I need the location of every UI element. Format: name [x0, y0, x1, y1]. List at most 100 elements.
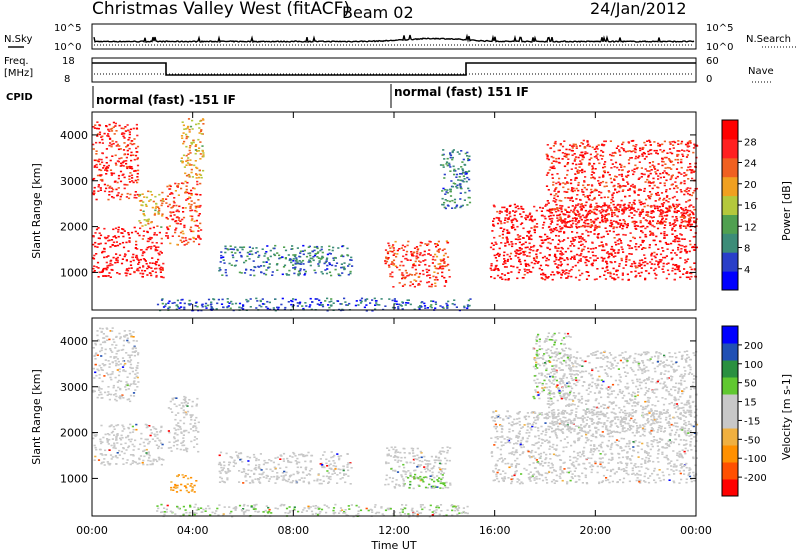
scatter-cell-1-3 [170, 489, 173, 491]
scatter-cell-0-4 [188, 176, 191, 178]
scatter-cell-1-5 [425, 476, 428, 479]
scatter-cell-0-9 [683, 150, 686, 152]
scatter-cell-0-9 [603, 202, 606, 204]
scatter-cell-0-5 [300, 261, 303, 263]
scatter-cell-0-10 [446, 304, 449, 307]
scatter-cell-0-8 [554, 253, 557, 256]
scatter-cell-0-1 [128, 181, 132, 183]
scatter-cell-1-2 [169, 446, 172, 449]
noise-right-tick-bottom: 10^0 [706, 42, 733, 53]
scatter-cell-0-8 [633, 220, 636, 223]
scatter-cell-0-8 [504, 242, 507, 245]
scatter-cell-1-4 [224, 470, 227, 473]
scatter-cell-0-5 [313, 246, 316, 248]
scatter-cell-0-8 [665, 255, 668, 257]
scatter-cell-0-9 [556, 173, 559, 175]
scatter-cell-0-8 [559, 264, 562, 267]
scatter-cell-0-0 [130, 267, 133, 269]
scatter-cell-1-0 [154, 458, 157, 461]
scatter-cell-0-9 [558, 162, 561, 164]
scatter-cell-0-9 [550, 162, 554, 164]
scatter-cell-0-5 [316, 256, 319, 258]
scatter-cell-0-8 [670, 242, 673, 245]
scatter-cell-0-8 [578, 241, 581, 243]
scatter-cell-0-10 [222, 306, 225, 309]
scatter-cell-0-10 [245, 298, 248, 301]
scatter-cell-0-9 [686, 209, 689, 212]
scatter-cell-0-5 [258, 254, 261, 257]
scatter-cell-0-3 [165, 216, 168, 219]
scatter-cell-0-5 [222, 259, 225, 261]
scatter-cell-1-5 [395, 479, 398, 481]
scatter-cell-0-8 [519, 252, 522, 254]
scatter-cell-1-0 [114, 455, 117, 458]
scatter-cell-1-5 [404, 473, 407, 475]
scatter-cell-0-1 [135, 147, 138, 150]
scatter-cell-0-8 [673, 225, 676, 228]
scatter-cell-0-8 [594, 228, 597, 230]
scatter-cell-1-5 [441, 450, 444, 453]
scatter-cell-1-0 [131, 431, 135, 433]
scatter-cell-1-5 [407, 470, 410, 472]
scatter-cell-0-8 [650, 258, 654, 261]
scatter-cell-0-10 [204, 302, 208, 305]
scatter-cell-1-0 [152, 426, 155, 428]
scatter-cell-1-5 [416, 465, 419, 467]
scatter-cell-0-1 [100, 174, 103, 176]
scatter-cell-0-3 [179, 239, 182, 242]
scatter-cell-0-10 [308, 306, 311, 308]
scatter-cell-1-1 [104, 359, 107, 361]
scatter-cell-0-0 [125, 259, 128, 262]
scatter-cell-0-8 [634, 265, 637, 267]
scatter-cell-0-5 [296, 261, 299, 263]
scatter-cell-0-8 [500, 242, 503, 244]
scatter-cell-0-6 [418, 264, 421, 266]
scatter-cell-0-8 [547, 264, 550, 267]
scatter-cell-0-8 [528, 236, 531, 238]
scatter-cell-0-8 [493, 217, 496, 220]
scatter-cell-1-4 [268, 478, 271, 480]
scatter-cell-0-9 [570, 224, 573, 226]
scatter-cell-0-0 [123, 255, 126, 258]
scatter-cell-0-4 [185, 154, 188, 157]
scatter-cell-0-9 [595, 147, 598, 149]
scatter-cell-0-9 [591, 171, 594, 173]
scatter-cell-0-9 [552, 200, 555, 202]
scatter-cell-0-8 [533, 205, 536, 208]
scatter-cell-0-8 [508, 232, 511, 234]
scatter-cell-0-8 [615, 234, 618, 236]
scatter-cell-0-9 [555, 193, 558, 195]
scatter-cell-0-8 [500, 227, 503, 229]
scatter-cell-1-1 [98, 364, 101, 367]
scatter-cell-0-10 [393, 307, 396, 309]
scatter-cell-0-5 [222, 256, 225, 258]
scatter-cell-0-9 [594, 150, 598, 153]
scatter-cell-0-9 [575, 177, 578, 179]
scatter-cell-1-4 [290, 481, 294, 484]
scatter-cell-1-2 [190, 419, 193, 421]
scatter-cell-0-6 [384, 260, 387, 262]
scatter-cell-0-8 [596, 236, 599, 238]
scatter-cell-0-8 [582, 255, 585, 258]
scatter-cell-1-4 [316, 478, 319, 481]
scatter-cell-0-9 [643, 190, 646, 192]
scatter-cell-0-8 [500, 222, 503, 225]
scatter-cell-0-8 [580, 250, 583, 252]
scatter-cell-0-1 [129, 142, 132, 145]
scatter-cell-0-9 [647, 215, 650, 217]
scatter-cell-0-9 [690, 171, 693, 174]
scatter-cell-0-1 [96, 133, 100, 135]
scatter-cell-0-1 [105, 167, 108, 169]
scatter-cell-0-8 [639, 264, 642, 266]
scatter-cell-0-9 [665, 179, 668, 182]
scatter-cell-0-8 [517, 256, 520, 259]
scatter-cell-0-8 [564, 224, 567, 226]
scatter-cell-0-6 [422, 273, 425, 276]
scatter-cell-0-9 [628, 195, 631, 197]
scatter-cell-0-1 [98, 133, 101, 136]
scatter-cell-0-9 [685, 156, 689, 158]
scatter-cell-0-2 [147, 220, 150, 223]
scatter-cell-1-1 [106, 394, 109, 396]
scatter-cell-0-0 [141, 254, 144, 257]
scatter-cell-1-1 [117, 386, 120, 389]
